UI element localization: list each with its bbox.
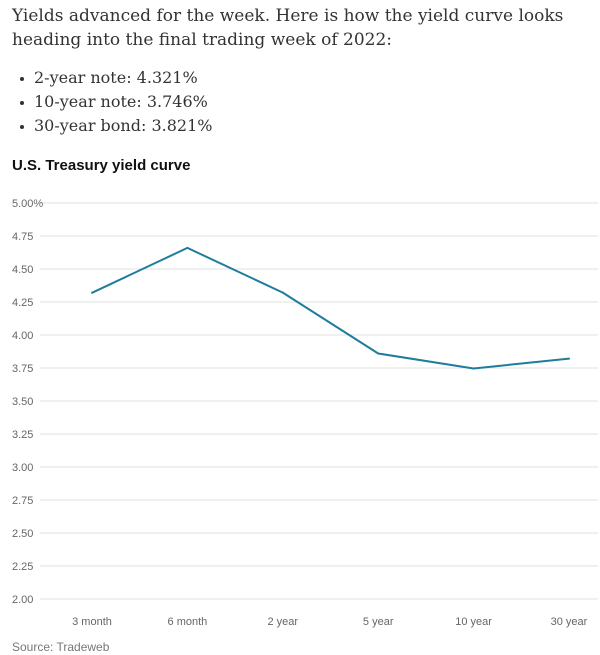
yield-point	[281, 291, 284, 294]
y-tick-label: 3.25	[12, 429, 33, 441]
yield-bullet-list: 2-year note: 4.321% 10-year note: 3.746%…	[12, 66, 212, 138]
y-tick-label: 4.75	[12, 231, 33, 243]
article-intro: Yields advanced for the week. Here is ho…	[12, 6, 564, 50]
y-tick-label: 3.00	[12, 462, 33, 474]
yield-point	[186, 246, 189, 249]
y-tick-label: 4.25	[12, 297, 33, 309]
bullet-10-year: 10-year note: 3.746%	[12, 90, 212, 114]
yield-series-line	[91, 246, 570, 370]
y-tick-label: 3.75	[12, 363, 33, 375]
yield-point	[91, 291, 93, 294]
bullet-30-year: 30-year bond: 3.821%	[12, 114, 212, 138]
x-tick-label: 2 year	[268, 616, 299, 628]
chart-title: U.S. Treasury yield curve	[12, 157, 191, 174]
yield-curve-chart: 2.00 2.25 2.50 2.75 3.00 3.25 3.50 3.75 4.00 4.25…	[12, 198, 598, 628]
x-tick-labels: 3 month 6 month 2 year 5 year 10 year 30 year	[72, 616, 588, 628]
bullet-2-year: 2-year note: 4.321%	[12, 66, 212, 90]
source-note: Source: Tradeweb	[12, 640, 110, 654]
y-tick-label: 2.00	[12, 594, 33, 606]
yield-point	[568, 357, 570, 360]
y-tick-label: 2.75	[12, 495, 33, 507]
y-tick-label: 2.25	[12, 561, 33, 573]
x-tick-label: 6 month	[168, 616, 208, 628]
yield-point	[377, 352, 380, 355]
y-tick-label: 2.50	[12, 528, 33, 540]
y-tick-label: 4.50	[12, 264, 33, 276]
x-tick-label: 5 year	[363, 616, 394, 628]
y-tick-label: 5.00%	[12, 198, 43, 210]
y-tick-label: 4.00	[12, 330, 33, 342]
x-tick-label: 10 year	[455, 616, 492, 628]
x-tick-label: 30 year	[551, 616, 588, 628]
x-tick-label: 3 month	[72, 616, 112, 628]
yield-point	[472, 367, 475, 370]
y-tick-labels: 2.00 2.25 2.50 2.75 3.00 3.25 3.50 3.75 4.00 4.25…	[12, 198, 43, 606]
y-tick-label: 3.50	[12, 396, 33, 408]
y-gridlines	[40, 202, 598, 600]
series-layer	[91, 246, 570, 370]
